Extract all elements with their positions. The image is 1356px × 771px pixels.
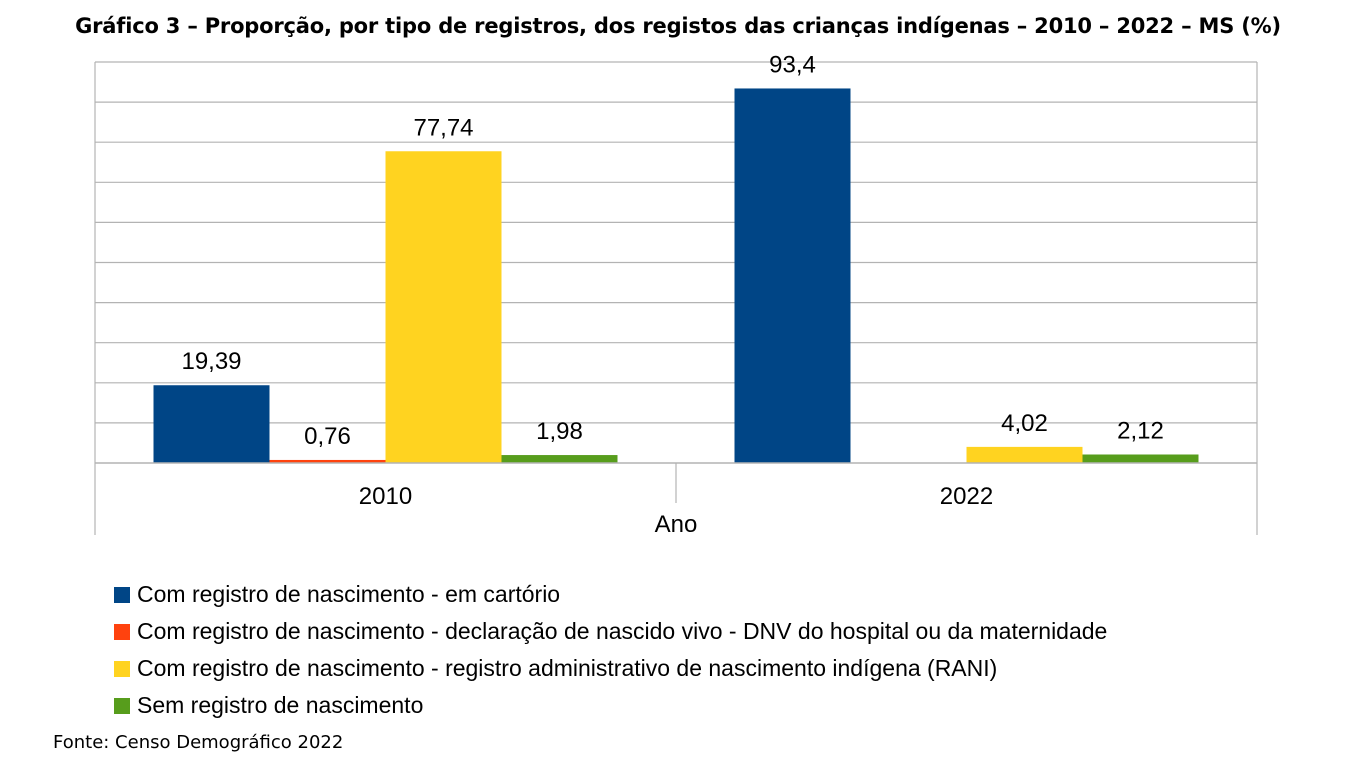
chart-title: Gráfico 3 – Proporção, por tipo de regis… <box>75 14 1281 38</box>
data-label: 93,4 <box>769 51 816 78</box>
bar <box>966 446 1083 463</box>
legend: Com registro de nascimento - em cartório… <box>114 576 1107 724</box>
bar <box>501 455 618 463</box>
legend-label: Com registro de nascimento - declaração … <box>137 618 1108 644</box>
bar <box>269 459 386 463</box>
legend-item: Com registro de nascimento - registro ad… <box>114 650 1107 687</box>
legend-label: Sem registro de nascimento <box>137 692 424 718</box>
axes: 2010 2022 Ano <box>94 62 1258 538</box>
data-label: 0,76 <box>304 423 351 450</box>
gridlines <box>95 61 1257 424</box>
bar <box>385 151 502 463</box>
legend-item: Sem registro de nascimento <box>114 687 1107 724</box>
legend-label: Com registro de nascimento - registro ad… <box>137 655 998 681</box>
legend-label: Com registro de nascimento - em cartório <box>137 581 561 607</box>
x-tick-label: 2022 <box>940 483 993 510</box>
legend-swatch <box>114 586 130 603</box>
x-tick-label: 2010 <box>359 483 412 510</box>
legend-item: Com registro de nascimento - em cartório <box>114 576 1107 613</box>
legend-swatch <box>114 660 130 677</box>
legend-swatch <box>114 623 130 640</box>
data-label: 2,12 <box>1117 417 1164 444</box>
bar <box>1082 454 1199 463</box>
source-note: Fonte: Censo Demográfico 2022 <box>53 732 344 753</box>
legend-item: Com registro de nascimento - declaração … <box>114 613 1107 650</box>
data-label: 77,74 <box>413 114 473 141</box>
bar <box>153 385 270 463</box>
data-labels: 19,39 0,76 77,74 1,98 93,4 4,02 2,12 <box>181 51 1163 449</box>
data-label: 19,39 <box>181 348 241 375</box>
data-label: 4,02 <box>1001 410 1048 437</box>
data-label: 1,98 <box>536 418 583 445</box>
bar-chart: 19,39 0,76 77,74 1,98 93,4 4,02 2,12 2010 2022 A… <box>94 51 1258 538</box>
legend-swatch <box>114 697 130 714</box>
bars <box>153 88 1199 463</box>
x-axis-title: Ano <box>655 511 698 538</box>
bar <box>734 88 851 463</box>
